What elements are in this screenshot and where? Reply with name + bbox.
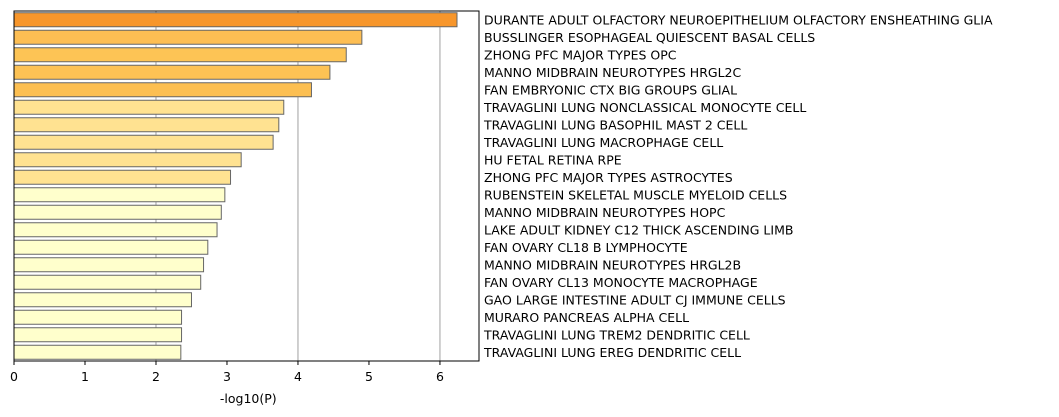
bar — [13, 12, 458, 28]
bar — [13, 99, 285, 115]
category-label: MANNO MIDBRAIN NEUROTYPES HRGL2B — [484, 257, 741, 272]
x-axis-ticks: 0 1 2 3 4 5 6 — [10, 361, 444, 384]
category-label: RUBENSTEIN SKELETAL MUSCLE MYELOID CELLS — [484, 187, 787, 202]
category-label: LAKE ADULT KIDNEY C12 THICK ASCENDING LI… — [484, 222, 793, 237]
category-label: FAN EMBRYONIC CTX BIG GROUPS GLIAL — [484, 82, 737, 97]
category-label: HU FETAL RETINA RPE — [484, 152, 622, 167]
x-tick-label: 3 — [223, 369, 231, 384]
bar — [13, 257, 205, 273]
bar — [13, 47, 347, 63]
bar — [13, 64, 331, 80]
category-label: GAO LARGE INTESTINE ADULT CJ IMMUNE CELL… — [484, 292, 786, 307]
bar — [13, 292, 192, 308]
category-label: ZHONG PFC MAJOR TYPES OPC — [484, 47, 677, 62]
category-label: TRAVAGLINI LUNG MACROPHAGE CELL — [483, 135, 723, 150]
bar — [13, 222, 218, 238]
category-label: MANNO MIDBRAIN NEUROTYPES HOPC — [484, 205, 726, 220]
x-tick-label: 5 — [365, 369, 373, 384]
category-label: TRAVAGLINI LUNG TREM2 DENDRITIC CELL — [483, 327, 750, 342]
bar — [13, 309, 183, 325]
category-label: MANNO MIDBRAIN NEUROTYPES HRGL2C — [484, 65, 741, 80]
bar — [13, 152, 242, 168]
category-label: TRAVAGLINI LUNG BASOPHIL MAST 2 CELL — [483, 117, 747, 132]
axes-frame — [13, 10, 480, 362]
category-label: FAN OVARY CL18 B LYMPHOCYTE — [484, 240, 688, 255]
category-label: ZHONG PFC MAJOR TYPES ASTROCYTES — [484, 170, 733, 185]
bar — [13, 344, 182, 360]
bar — [13, 134, 274, 150]
bar — [13, 117, 280, 133]
category-labels: DURANTE ADULT OLFACTORY NEUROEPITHELIUM … — [483, 12, 993, 360]
x-tick-label: 2 — [152, 369, 160, 384]
x-tick-label: 0 — [10, 369, 18, 384]
bar — [13, 239, 209, 255]
gridlines — [155, 11, 441, 361]
category-label: BUSSLINGER ESOPHAGEAL QUIESCENT BASAL CE… — [484, 30, 815, 45]
category-label: FAN OVARY CL13 MONOCYTE MACROPHAGE — [484, 275, 758, 290]
bar — [13, 82, 312, 98]
bars — [13, 12, 458, 360]
category-label: DURANTE ADULT OLFACTORY NEUROEPITHELIUM … — [484, 12, 993, 27]
x-tick-label: 4 — [294, 369, 302, 384]
bar — [13, 29, 363, 45]
bar — [13, 169, 232, 185]
bar — [13, 187, 226, 203]
bar — [13, 327, 183, 343]
bar — [13, 274, 202, 290]
bar — [13, 204, 222, 220]
category-label: TRAVAGLINI LUNG NONCLASSICAL MONOCYTE CE… — [483, 100, 806, 115]
x-axis-title: -log10(P) — [220, 391, 277, 406]
category-label: TRAVAGLINI LUNG EREG DENDRITIC CELL — [483, 345, 741, 360]
x-tick-label: 6 — [436, 369, 444, 384]
category-label: MURARO PANCREAS ALPHA CELL — [484, 310, 689, 325]
x-tick-label: 1 — [81, 369, 89, 384]
